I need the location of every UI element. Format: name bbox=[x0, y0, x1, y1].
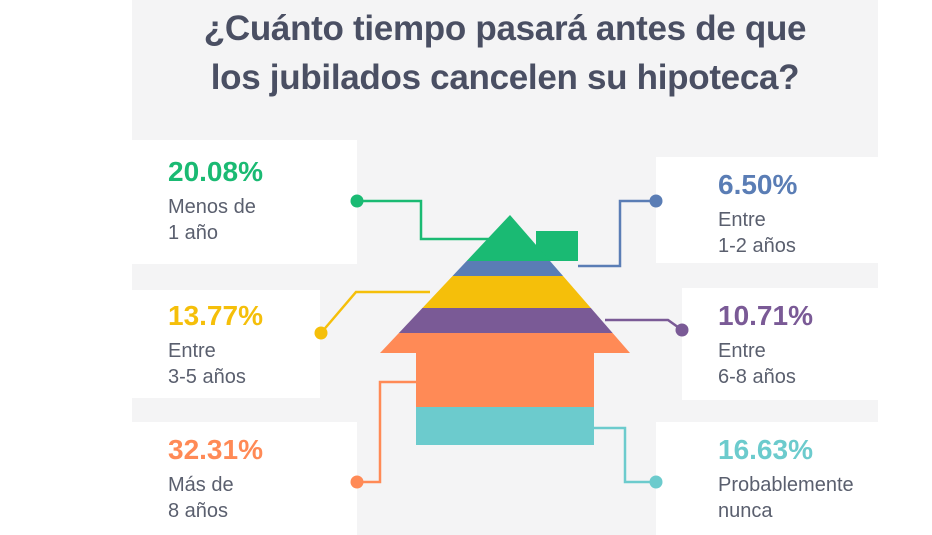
card-mas-8-anos: 32.31% Más de 8 años bbox=[132, 422, 357, 535]
dot-probablemente-nunca bbox=[649, 475, 663, 489]
title-line-2: los jubilados cancelen su hipoteca? bbox=[210, 58, 800, 97]
band-entre-1-2 bbox=[380, 261, 630, 276]
label-menos-1-ano: Menos de 1 año bbox=[168, 196, 256, 244]
label-entre-3-5: Entre 3-5 años bbox=[168, 340, 246, 388]
title-line-1: ¿Cuánto tiempo pasará antes de que bbox=[203, 9, 807, 48]
value-entre-3-5: 13.77% bbox=[168, 300, 263, 331]
value-mas-8-anos: 32.31% bbox=[168, 434, 263, 465]
label-probablemente-nunca: Probablemente nunca bbox=[718, 474, 854, 522]
value-entre-6-8: 10.71% bbox=[718, 300, 813, 331]
connector-entre-6-8 bbox=[605, 318, 683, 332]
card-entre-1-2: 6.50% Entre 1-2 años bbox=[656, 157, 878, 263]
connector-probablemente-nunca bbox=[594, 426, 656, 484]
connector-entre-1-2 bbox=[578, 199, 656, 268]
value-probablemente-nunca: 16.63% bbox=[718, 434, 813, 465]
chart-title: ¿Cuánto tiempo pasará antes de que los j… bbox=[132, 4, 878, 102]
dot-entre-3-5 bbox=[314, 326, 328, 340]
label-entre-1-2: Entre 1-2 años bbox=[718, 209, 796, 257]
band-mas-8-anos-body bbox=[416, 353, 594, 407]
dot-entre-1-2 bbox=[649, 194, 663, 208]
dot-menos-1-ano bbox=[350, 194, 364, 208]
band-entre-6-8 bbox=[380, 308, 630, 333]
label-mas-8-anos: Más de 8 años bbox=[168, 474, 234, 522]
band-menos-1-ano bbox=[380, 215, 630, 261]
label-entre-6-8: Entre 6-8 años bbox=[718, 340, 796, 388]
band-probablemente-nunca bbox=[416, 407, 594, 445]
card-entre-6-8: 10.71% Entre 6-8 años bbox=[682, 288, 878, 400]
connector-menos-1-ano bbox=[357, 199, 490, 241]
value-menos-1-ano: 20.08% bbox=[168, 156, 263, 187]
connector-entre-3-5 bbox=[320, 290, 430, 334]
value-entre-1-2: 6.50% bbox=[718, 169, 798, 200]
dot-entre-6-8 bbox=[675, 323, 689, 337]
band-mas-8-anos-roof bbox=[380, 333, 630, 353]
connector-mas-8-anos bbox=[357, 380, 416, 484]
card-entre-3-5: 13.77% Entre 3-5 años bbox=[132, 290, 320, 398]
card-menos-1-ano: 20.08% Menos de 1 año bbox=[132, 140, 357, 264]
card-probablemente-nunca: 16.63% Probablemente nunca bbox=[656, 422, 878, 535]
dot-mas-8-anos bbox=[350, 475, 364, 489]
